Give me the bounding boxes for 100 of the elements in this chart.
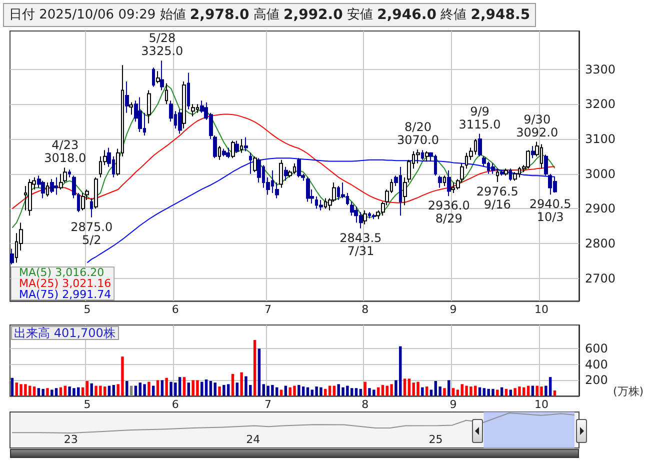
candlestick [90, 198, 93, 218]
bar [108, 386, 111, 396]
x-tick-label: 9 [450, 303, 457, 316]
candlestick [447, 170, 451, 197]
candlestick [46, 182, 49, 197]
chart-title: 日付 2025/10/06 09:29 始値 2,978.0 高値 2,992.0 安値 2,946.0 終値 2,948.5 [9, 6, 530, 23]
candlestick [544, 154, 548, 176]
candlestick [10, 248, 14, 265]
bar [214, 382, 216, 396]
y-tick-label: 600 [585, 342, 608, 356]
bar [112, 384, 116, 396]
candlestick [425, 150, 429, 162]
x-tick-label: 5 [84, 303, 91, 316]
bar [187, 382, 190, 396]
bar [231, 374, 234, 396]
candlestick [218, 145, 221, 160]
y-tick-label: 3200 [585, 97, 616, 112]
annotation: 9/9 3115.0 [458, 104, 501, 132]
y-tick-label: 2700 [585, 271, 616, 286]
bar [474, 386, 477, 396]
bar [90, 383, 93, 396]
candlestick [191, 104, 195, 117]
text: MA(75) 2,991.74 [19, 288, 112, 301]
candlestick [496, 168, 499, 183]
bar [134, 386, 138, 396]
candlestick [222, 148, 226, 157]
candlestick [244, 136, 248, 152]
candlestick [187, 72, 190, 110]
bar [280, 390, 283, 396]
annotation: 2875.0 5/2 [70, 220, 113, 247]
bar [253, 340, 256, 396]
bar [32, 386, 36, 396]
bar [236, 382, 239, 396]
candlestick [178, 108, 182, 134]
x-tick-label: 8 [362, 303, 369, 316]
candlestick [275, 182, 279, 199]
candlestick [147, 90, 151, 124]
bar [64, 386, 67, 396]
bar [421, 387, 424, 396]
bar [178, 377, 182, 396]
candlestick [249, 152, 252, 174]
bar [218, 386, 221, 396]
candlestick [50, 178, 54, 194]
bar [28, 386, 32, 396]
bar [448, 380, 450, 396]
y-tick-label: 3300 [585, 62, 616, 76]
y-axis-title: (万株) [613, 385, 644, 398]
x-tick-label: 23 [64, 433, 78, 446]
annotation: 2976.5 9/16 [476, 184, 518, 212]
chart-title: 出来高 401,700株 [14, 326, 116, 340]
x-tick-label: 7 [264, 398, 272, 411]
candlestick [372, 213, 376, 220]
bar [240, 372, 243, 396]
bar [408, 378, 411, 396]
candlestick [500, 170, 504, 176]
y-tick-label: 3000 [585, 166, 616, 181]
candlestick [138, 96, 142, 133]
bar [425, 386, 428, 396]
bar [302, 386, 305, 396]
candlestick [54, 176, 58, 196]
candlestick [526, 150, 530, 170]
bar [143, 384, 146, 396]
candlestick [81, 192, 85, 211]
annotation: 4/23 3018.0 [44, 138, 86, 166]
text: MA(5) 3,016.20 [19, 266, 104, 279]
bar [390, 384, 393, 396]
candlestick [165, 82, 168, 105]
x-tick-label: 24 [246, 433, 260, 446]
bar [160, 380, 164, 396]
bar [398, 346, 402, 396]
candlestick [531, 145, 535, 159]
bar [504, 388, 508, 396]
candlestick [253, 156, 257, 173]
bar [354, 388, 358, 396]
bar [553, 390, 556, 396]
bar [548, 377, 552, 396]
bar [434, 381, 438, 396]
bar [200, 382, 204, 396]
bar [403, 378, 406, 396]
bar [42, 388, 44, 396]
bar [509, 390, 512, 396]
candlestick [504, 168, 508, 176]
candlestick [319, 199, 323, 211]
annotation: 2936.0 8/29 [428, 198, 470, 226]
bar [359, 388, 362, 396]
candlestick [509, 168, 512, 182]
x-tick-label: 25 [428, 433, 443, 446]
bar [148, 382, 150, 396]
candlestick [421, 150, 424, 160]
candlestick [160, 60, 164, 91]
text: MA(25) 3,021.16 [19, 277, 112, 290]
bar [332, 386, 336, 396]
y-tick-label: 2900 [585, 202, 616, 216]
annotation: 2843.5 7/31 [340, 230, 382, 258]
x-tick-label: 6 [172, 303, 179, 316]
bar [37, 388, 40, 396]
candlestick [279, 159, 283, 188]
annotation: 9/30 3092.0 [516, 112, 558, 140]
bar [364, 382, 366, 396]
candlestick [129, 102, 133, 116]
